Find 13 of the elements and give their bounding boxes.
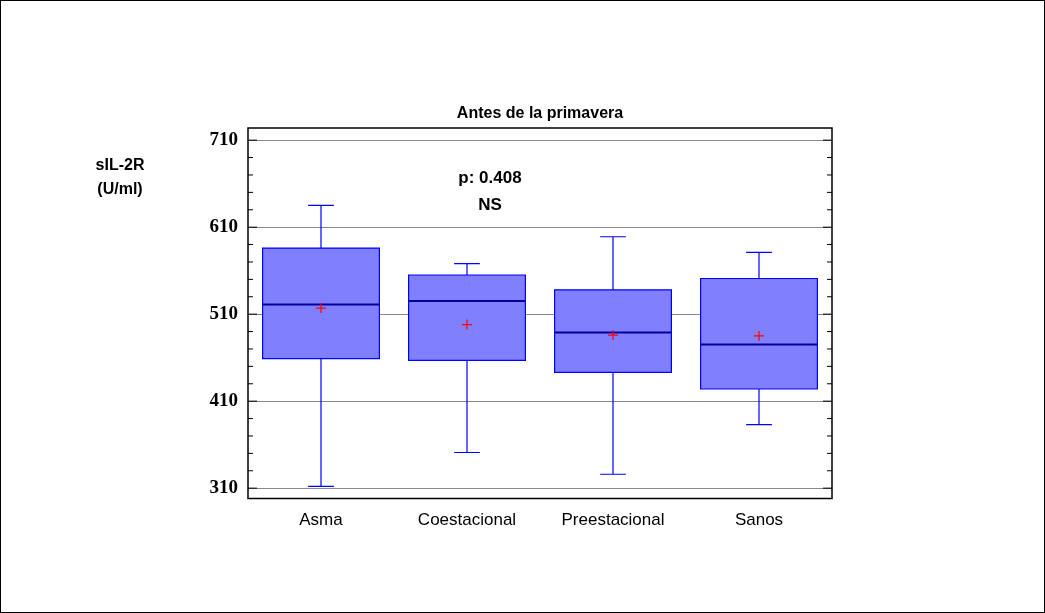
annotation: NS — [478, 194, 502, 214]
x-tick-label: Sanos — [734, 510, 784, 530]
y-tick-label: 410 — [209, 389, 238, 411]
y-tick-label: 610 — [209, 215, 238, 237]
y-axis-title: sIL-2R (U/ml) — [95, 156, 145, 198]
y-tick-label: 510 — [209, 302, 238, 324]
y-tick-label: 310 — [209, 476, 238, 498]
annotation: p: 0.408 — [458, 167, 522, 187]
x-tick-label: Coestacional — [417, 510, 517, 530]
x-tick-label: Preestacional — [561, 510, 665, 530]
y-tick-label: 710 — [209, 128, 238, 150]
x-tick-label: Asma — [299, 510, 344, 530]
chart-title: Antes de la primavera — [456, 104, 624, 122]
